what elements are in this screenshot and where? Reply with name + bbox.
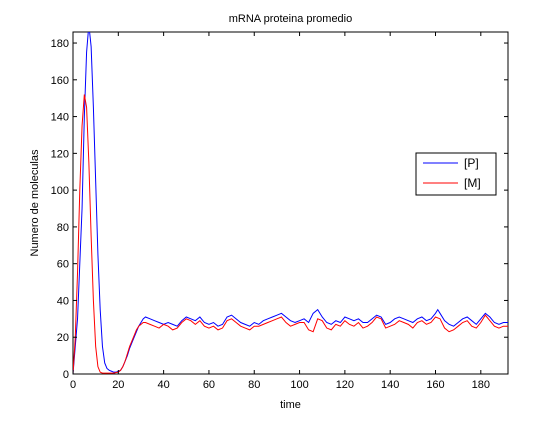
plot-lines [73,32,508,374]
x-tick-label: 80 [248,379,260,391]
y-tick-label: 180 [51,38,69,50]
y-tick-label: 100 [51,185,69,197]
x-tick-label: 0 [70,379,76,391]
y-tick-label: 20 [57,332,69,344]
axes-box [72,31,509,375]
x-tick-label: 40 [158,379,170,391]
legend: [P] [M] [415,152,497,196]
y-tick-label: 120 [51,148,69,160]
x-tick-label: 120 [336,379,354,391]
legend-box [415,152,497,196]
y-ticks: 0 20 40 60 80 100 120 140 160 180 [51,38,508,381]
legend-label-p: [P] [464,156,479,170]
legend-label-m: [M] [464,176,481,190]
chart-title: mRNA proteina promedio [229,13,353,25]
y-tick-label: 40 [57,295,69,307]
x-ticks: 0 20 40 60 80 100 120 140 160 180 [70,32,490,391]
x-axis-label: time [280,399,301,411]
x-tick-label: 20 [112,379,124,391]
y-tick-label: 60 [57,259,69,271]
y-tick-label: 80 [57,222,69,234]
y-tick-label: 0 [63,369,69,381]
y-tick-label: 160 [51,75,69,87]
y-tick-label: 140 [51,112,69,124]
y-axis-label: Numero de moleculas [29,149,41,256]
x-tick-label: 140 [381,379,399,391]
x-tick-label: 100 [290,379,308,391]
series-line-m [73,94,508,374]
x-tick-label: 60 [203,379,215,391]
x-tick-label: 160 [426,379,444,391]
x-tick-label: 180 [472,379,490,391]
